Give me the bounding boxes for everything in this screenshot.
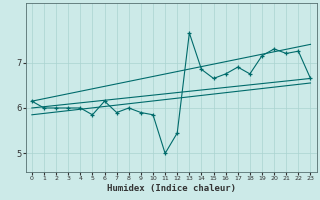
X-axis label: Humidex (Indice chaleur): Humidex (Indice chaleur) (107, 184, 236, 193)
